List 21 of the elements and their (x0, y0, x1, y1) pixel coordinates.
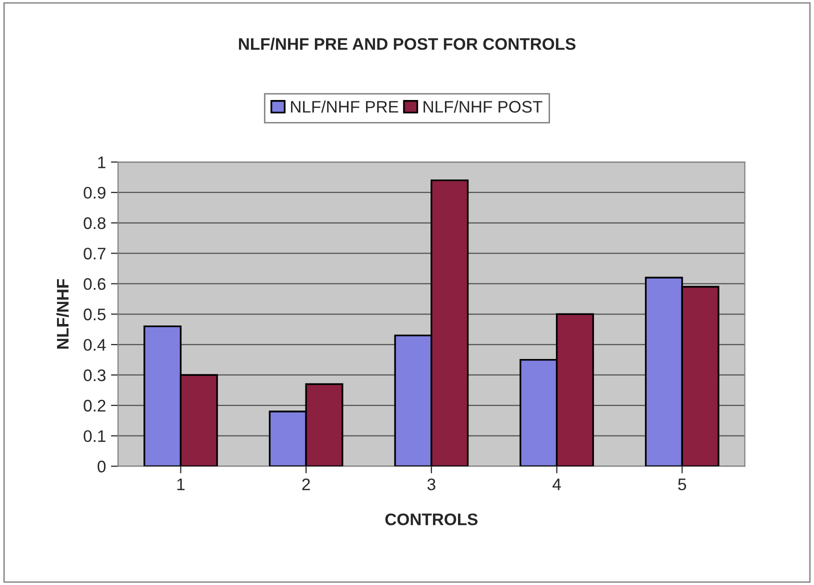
x-tick-label: 5 (678, 478, 686, 490)
y-tick-label: 1 (98, 156, 106, 168)
y-tick-label: 0 (98, 460, 106, 472)
y-tick-label: 0.4 (84, 338, 106, 351)
y-tick-label: 0.8 (84, 217, 106, 230)
y-tick-label: 0.7 (84, 248, 106, 260)
legend-label: NLF/NHF POST (424, 100, 542, 113)
x-tick-label: 3 (427, 478, 436, 490)
x-tick-label: 1 (177, 478, 185, 490)
y-tick-label: 0.9 (84, 186, 106, 199)
x-tick-label: 4 (552, 478, 561, 490)
y-axis-title: NLF/NHF (56, 279, 69, 349)
x-axis-title: CONTROLS (385, 513, 478, 526)
y-tick-label: 0.6 (84, 278, 106, 290)
y-tick-label: 0.2 (84, 400, 106, 412)
chart-title: NLF/NHF PRE AND POST FOR CONTROLS (238, 38, 576, 50)
legend-label: NLF/NHF PRE (291, 100, 398, 113)
y-tick-label: 0.1 (84, 430, 106, 442)
x-tick-label: 2 (302, 478, 310, 490)
y-tick-label: 0.5 (84, 308, 106, 320)
y-tick-label: 0.3 (84, 369, 106, 382)
